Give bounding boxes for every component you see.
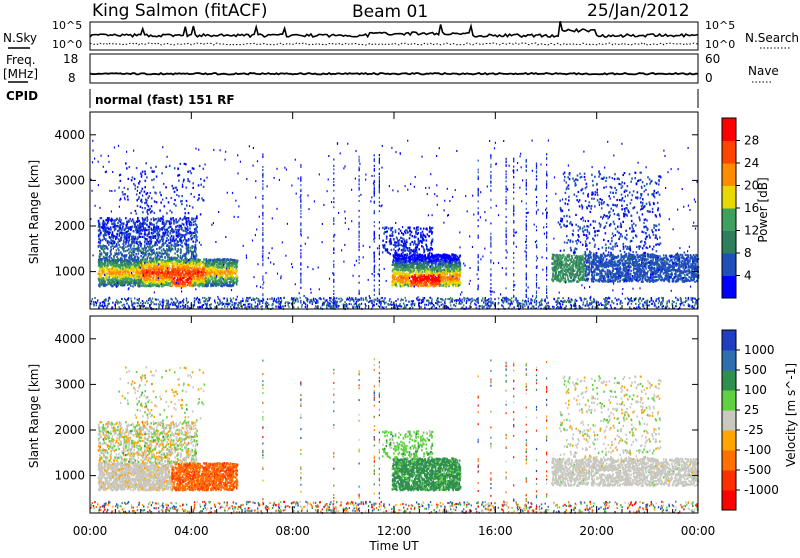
range-tick-label: 2000	[54, 219, 85, 233]
power-colorbar-label: Power [dB]	[756, 177, 770, 242]
colorbar-swatch	[722, 186, 736, 209]
range-tick-label: 3000	[54, 377, 85, 391]
time-tick-label: 00:00	[73, 524, 108, 538]
nave-tick-top: 60	[705, 52, 720, 66]
range-tick-label: 1000	[54, 469, 85, 483]
colorbar-swatch	[722, 141, 736, 164]
colorbar-swatch	[722, 490, 736, 511]
freq-tick-top: 18	[63, 52, 78, 66]
time-tick-label: 16:00	[478, 524, 513, 538]
colorbar-swatch	[722, 390, 736, 411]
station-title: King Salmon (fitACF)	[92, 1, 268, 21]
nave-label: Nave	[748, 64, 779, 78]
colorbar-swatch	[722, 253, 736, 276]
colorbar-tick-label: 8	[744, 246, 752, 260]
cpid-text: normal (fast) 151 RF	[95, 93, 235, 107]
colorbar-tick-label: 25	[744, 403, 759, 417]
cpid-label: CPID	[6, 89, 38, 103]
colorbar-swatch	[722, 350, 736, 371]
colorbar-swatch	[722, 208, 736, 231]
colorbar-tick-label: 28	[744, 134, 759, 148]
colorbar-swatch	[722, 163, 736, 186]
colorbar-swatch	[722, 276, 736, 299]
colorbar-tick-label: 1000	[744, 343, 775, 357]
colorbar-swatch	[722, 370, 736, 391]
colorbar-tick-label: 100	[744, 383, 767, 397]
date-title: 25/Jan/2012	[587, 1, 690, 21]
range-tick-label: 1000	[54, 265, 85, 279]
range-tick-label: 4000	[54, 128, 85, 142]
colorbar-swatch	[722, 470, 736, 491]
velocity-colorbar: 1000 500 100 25 -25 -100 -500 -1000	[722, 330, 779, 511]
colorbar-swatch	[722, 330, 736, 351]
velocity-colorbar-label: Velocity [m s^-1]	[784, 363, 798, 467]
power-echo-map	[90, 140, 699, 311]
nave-tick-bottom: 0	[705, 71, 713, 85]
beam-title: Beam 01	[352, 2, 428, 22]
colorbar-tick-label: -25	[744, 423, 764, 437]
colorbar-swatch	[722, 231, 736, 254]
freq-tick-bottom: 8	[68, 71, 76, 85]
time-tick-label: 12:00	[377, 524, 412, 538]
colorbar-swatch	[722, 430, 736, 451]
power-ylabel: Slant Range [km]	[27, 160, 41, 264]
colorbar-swatch	[722, 118, 736, 141]
time-tick-label: 00:00	[681, 524, 716, 538]
nsky-tick-bottom: 10^0	[52, 38, 82, 51]
velocity-panel: 1000 2000 3000 4000 Slant Range [km]	[27, 316, 699, 514]
colorbar-tick-label: 24	[744, 156, 759, 170]
velocity-echo-map	[90, 358, 699, 514]
colorbar-tick-label: -500	[744, 463, 771, 477]
range-tick-label: 4000	[54, 332, 85, 346]
colorbar-tick-label: -100	[744, 443, 771, 457]
time-tick-label: 20:00	[579, 524, 614, 538]
nsearch-tick-bottom: 10^0	[705, 38, 735, 51]
colorbar-swatch	[722, 450, 736, 471]
x-axis-label: Time UT	[368, 539, 419, 553]
freq-label: Freq.	[6, 53, 36, 67]
colorbar-tick-label: -1000	[744, 483, 779, 497]
nsearch-tick-top: 10^5	[705, 19, 735, 32]
nsearch-label: N.Search	[745, 31, 799, 45]
colorbar-tick-label: 4	[744, 269, 752, 283]
nsky-trace	[90, 21, 698, 37]
velocity-ylabel: Slant Range [km]	[27, 364, 41, 468]
freq-panel: Freq. [MHz] 18 8 60 0 Nave	[3, 52, 779, 85]
range-tick-label: 3000	[54, 173, 85, 187]
nsky-tick-top: 10^5	[52, 19, 82, 32]
power-panel: 1000 2000 3000 4000 Slant Range [km]	[27, 112, 699, 310]
colorbar-tick-label: 500	[744, 363, 767, 377]
range-tick-label: 2000	[54, 423, 85, 437]
time-tick-label: 08:00	[275, 524, 310, 538]
colorbar-swatch	[722, 410, 736, 431]
freq-unit: [MHz]	[3, 67, 38, 81]
nsky-label: N.Sky	[3, 31, 37, 45]
nsearch-trace	[90, 43, 698, 45]
time-tick-label: 04:00	[174, 524, 209, 538]
freq-trace	[90, 73, 698, 75]
nsky-panel: N.Sky 10^5 10^0 10^5 10^0 N.Search	[3, 19, 799, 51]
